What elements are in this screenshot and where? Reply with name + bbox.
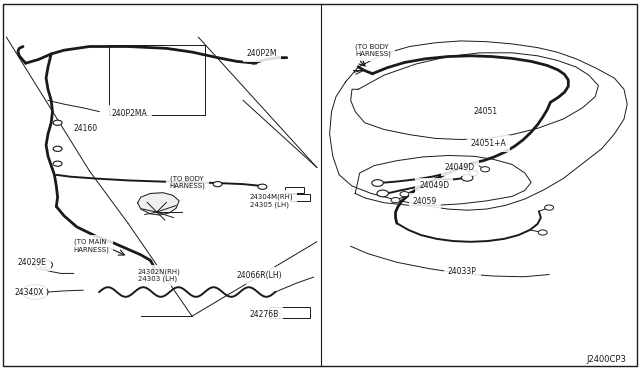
Text: (TO MAIN
HARNESS): (TO MAIN HARNESS) bbox=[74, 238, 109, 253]
Circle shape bbox=[481, 167, 490, 172]
Text: 24051: 24051 bbox=[474, 107, 498, 116]
Text: 24276B: 24276B bbox=[250, 310, 279, 319]
Text: J2400CP3: J2400CP3 bbox=[586, 355, 626, 364]
Text: 24049D: 24049D bbox=[445, 163, 475, 172]
Circle shape bbox=[22, 285, 48, 299]
Circle shape bbox=[372, 180, 383, 186]
Circle shape bbox=[53, 146, 62, 151]
Text: 24340X: 24340X bbox=[14, 288, 44, 296]
Text: 24059: 24059 bbox=[413, 197, 437, 206]
Text: 24029E: 24029E bbox=[18, 258, 47, 267]
Bar bbox=[291, 194, 310, 201]
Circle shape bbox=[377, 190, 388, 197]
Text: (TO BODY
HARNESS): (TO BODY HARNESS) bbox=[355, 43, 391, 57]
Text: 24051+A: 24051+A bbox=[470, 139, 506, 148]
Circle shape bbox=[391, 198, 400, 203]
Circle shape bbox=[469, 170, 478, 176]
Text: 24049D: 24049D bbox=[419, 182, 449, 190]
Circle shape bbox=[258, 184, 267, 189]
Text: 24160: 24160 bbox=[74, 124, 98, 133]
Text: 24066R(LH): 24066R(LH) bbox=[237, 271, 282, 280]
Bar bbox=[285, 187, 304, 193]
Text: 24304M(RH)
24305 (LH): 24304M(RH) 24305 (LH) bbox=[250, 194, 293, 208]
Circle shape bbox=[545, 205, 554, 210]
Text: 240P2M: 240P2M bbox=[246, 49, 277, 58]
Circle shape bbox=[35, 260, 52, 270]
Text: (TO BODY
HARNESS): (TO BODY HARNESS) bbox=[170, 175, 205, 189]
Circle shape bbox=[400, 192, 409, 197]
Circle shape bbox=[538, 230, 547, 235]
Circle shape bbox=[461, 174, 473, 181]
Bar bbox=[269, 307, 310, 318]
Circle shape bbox=[29, 288, 42, 296]
Text: 240P2MA: 240P2MA bbox=[112, 109, 148, 118]
Circle shape bbox=[53, 120, 62, 125]
Circle shape bbox=[53, 161, 62, 166]
Text: 24302N(RH)
24303 (LH): 24302N(RH) 24303 (LH) bbox=[138, 268, 180, 282]
Polygon shape bbox=[138, 193, 179, 215]
Circle shape bbox=[213, 182, 222, 187]
Text: 24033P: 24033P bbox=[448, 267, 477, 276]
